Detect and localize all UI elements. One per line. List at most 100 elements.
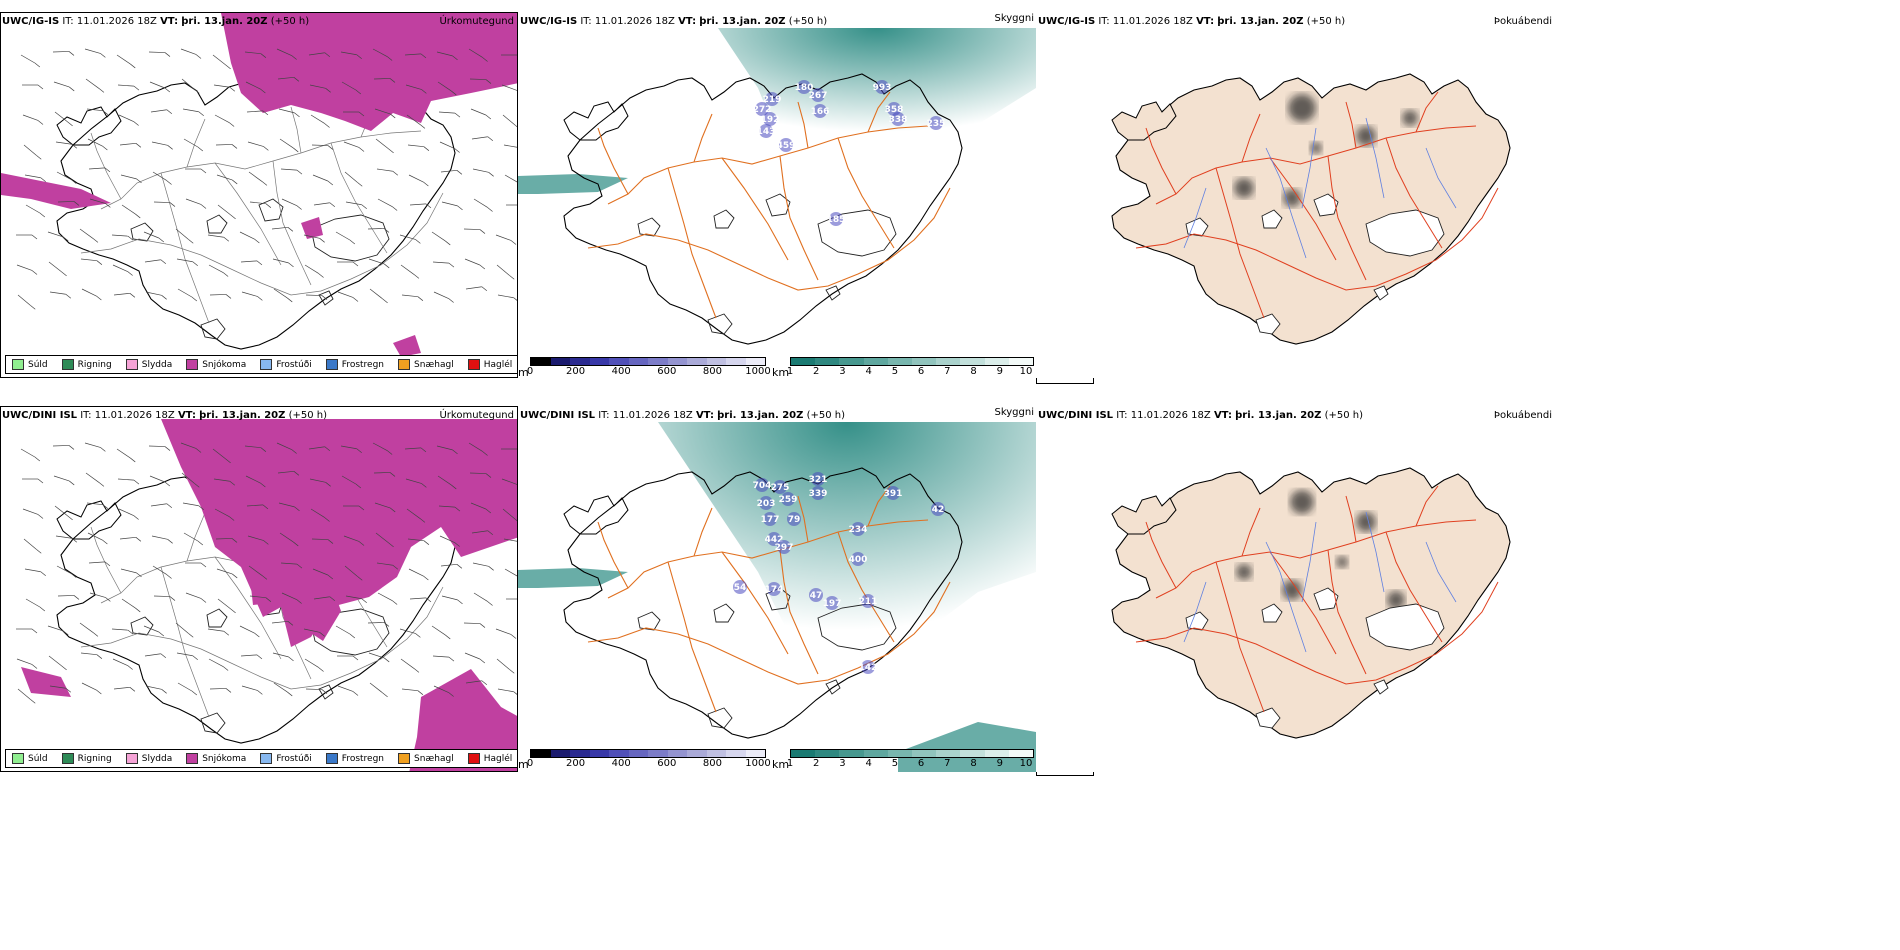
colorbar-tick-label: 10 [1019,366,1033,377]
fog-spot [1282,580,1302,600]
legend-label: Snæhagl [414,753,454,764]
legend-label: Slydda [141,753,173,764]
cloud-panel-2: 704 275 321 203 259 339 177 79 391 42 442 234 297 400… [518,422,1036,772]
low-ceiling-spot [733,580,747,594]
ceiling-value-label: 993 [873,83,892,93]
legend-item: Súld [12,753,48,764]
colorbar-cell [648,358,668,365]
legend-swatch [61,359,74,370]
low-visibility-area [718,28,1036,158]
low-visibility-area [518,174,628,194]
colorbar-tick-label: 600 [657,758,677,769]
panel-title-cloud-1: UWC/IG-IS IT: 11.01.2026 18Z VT: þri. 13… [520,16,828,27]
colorbar-cell [589,358,609,365]
ceiling-value-label: 185 [827,215,846,225]
colorbar-strip [790,357,1034,366]
legend-item: Frostregn [325,359,384,370]
legend-label: Rigning [77,359,112,370]
colorbar-tick-label: 4 [865,366,872,377]
low-ceiling-spot [755,478,769,492]
colorbar-cell [745,358,765,365]
colorbar-cell [745,750,765,757]
ceiling-value-label: 442 [765,535,784,545]
colorbar-cell [628,358,648,365]
ceiling-value-label: 192 [761,115,780,125]
fog-panel-1 [1036,28,1554,378]
colorbar-strip [530,357,766,366]
legend-item: Haglél [467,753,513,764]
ceiling-value-label: 197 [823,599,842,609]
colorbar-ticks: 0 200 400 600 800 1000 [527,366,771,378]
legend-item: Rigning [61,753,112,764]
ceiling-value-label: 459 [777,141,796,151]
legend-swatch [325,753,338,764]
legend-swatch [398,359,411,370]
fog-spot [1402,110,1418,126]
low-ceiling-spot [759,496,773,510]
legend-swatch [186,753,199,764]
ceiling-colorbar-1: m 0 200 400 600 800 1000 [518,357,771,379]
colorbar-cell [550,750,570,757]
low-ceiling-spot [929,116,943,130]
legend-label: Súld [28,359,48,370]
colorbar-cell [815,750,840,757]
legend-swatch [12,753,24,764]
low-ceiling-spot [773,480,787,494]
ceiling-value-label: 234 [849,525,868,535]
colorbar-cell [960,750,985,757]
colorbar-unit: m [518,758,529,771]
ceiling-value-label: 338 [889,115,908,125]
fog-spot [1234,178,1254,198]
colorbar-tick-label: 0 [526,758,534,769]
legend-label: Frostúði [276,753,312,764]
colorbar-cell [570,750,590,757]
low-ceiling-spot [891,112,905,126]
low-visibility-area [658,422,1036,682]
ceiling-value-label: 267 [809,91,828,101]
ceiling-value-label: 142 [859,663,878,673]
colorbar-cell [815,358,840,365]
snow-area [1,173,111,209]
legend-item: Slydda [125,359,172,370]
snow-area [161,419,517,647]
colorbar-strip [790,749,1034,758]
legend-label: Haglél [483,753,513,764]
colorbar-tick-label: 1000 [745,366,771,377]
snow-area [221,13,517,131]
colorbar-cell [912,750,937,757]
colorbar-tick-label: 3 [839,758,846,769]
ceiling-value-label: 54 [734,583,747,593]
ceiling-value-label: 79 [788,515,801,525]
low-ceiling-spot [813,104,827,118]
fog-spot [1310,142,1322,154]
low-ceiling-spot [886,486,900,500]
low-ceiling-spot [811,472,825,486]
colorbar-cell [531,750,551,757]
ceiling-value-label: 235 [927,119,946,129]
colorbar-cell [570,358,590,365]
fog-map-1 [1111,73,1511,345]
fog-spot [1336,556,1348,568]
colorbar-cell [726,358,746,365]
legend-swatch [260,753,273,764]
legend-item: Snjókoma [186,359,246,370]
colorbar-cell [648,750,668,757]
precip-map-1 [1,13,517,357]
colorbar-cell [726,750,746,757]
colorbar-unit: km [772,758,790,771]
ceiling-value-label: 297 [775,543,794,553]
legend-item: Slydda [125,753,173,764]
ceiling-value-label: 704 [753,481,772,491]
fog-spot [1356,512,1376,532]
colorbar-tick-label: 200 [566,366,586,377]
ceiling-value-label: 259 [779,495,798,505]
colorbar-cell [687,358,707,365]
legend-swatch [398,753,411,764]
ceiling-value-label: 211 [859,597,878,607]
ceiling-value-label: 339 [809,489,828,499]
panel-type-precip-1: Úrkomutegund [439,16,514,27]
legend-label: Frostúði [276,359,312,370]
colorbar-unit: km [772,366,790,379]
colorbar-cell [667,358,687,365]
